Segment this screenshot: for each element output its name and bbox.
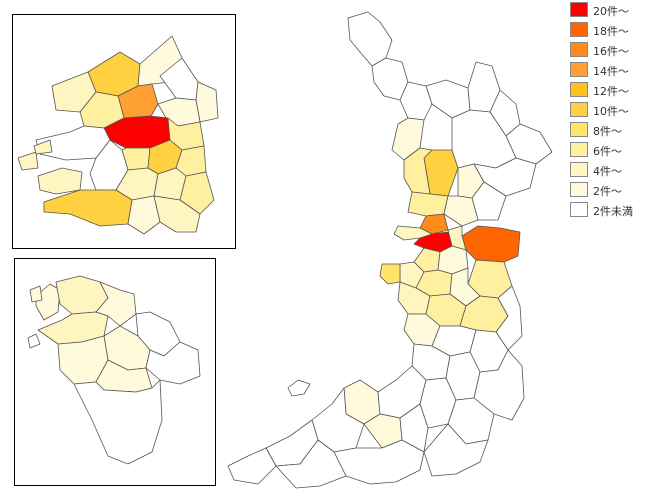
region-south-19[interactable] [227,447,277,485]
legend-item: 16件～ [568,40,668,60]
legend-swatch [570,162,588,177]
inset1-ward-21[interactable] [153,195,201,233]
legend-label: 4件～ [593,165,622,178]
legend-label: 16件～ [593,45,629,58]
region-north-16[interactable] [443,195,479,227]
legend-swatch [570,22,588,37]
region-east-1[interactable] [447,225,467,251]
legend-label: 14件～ [593,65,629,78]
region-center-orange[interactable] [419,213,449,235]
main-map [227,11,553,489]
legend-swatch [570,182,588,197]
inset2-piece-2[interactable] [27,333,41,349]
inset2-ward-8[interactable] [145,341,201,385]
legend-item: 2件未満 [568,200,668,220]
legend-item: 14件～ [568,60,668,80]
legend-label: 10件～ [593,105,629,118]
legend-item: 8件～ [568,120,668,140]
legend-swatch [570,202,588,217]
legend-label: 12件～ [593,85,629,98]
inset2-ward-1[interactable] [35,283,61,321]
inset1-ward-22[interactable] [17,151,39,171]
inset1-ward-15[interactable] [37,167,83,195]
legend-label: 18件～ [593,25,629,38]
region-south-16[interactable] [399,403,429,453]
legend-label: 20件～ [593,5,629,18]
legend-swatch [570,2,588,17]
legend-label: 2件～ [593,185,622,198]
inset2-ward-10[interactable] [73,379,163,465]
legend-label: 6件～ [593,145,622,158]
legend-swatch [570,142,588,157]
legend-swatch [570,82,588,97]
legend-item: 6件～ [568,140,668,160]
legend-swatch [570,102,588,117]
legend-item: 20件～ [568,0,668,20]
inset-coastal-map [27,275,201,465]
region-south-20[interactable] [333,439,425,485]
region-island[interactable] [287,379,311,397]
inset2-piece-1[interactable] [29,285,43,303]
legend: 20件～ 18件～ 16件～ 14件～ 12件～ 10件～ 8件～ 6件～ 4件… [568,0,668,220]
inset1-ward-23[interactable] [33,139,53,155]
region-south-22[interactable] [275,439,347,489]
region-west-coast[interactable] [379,263,401,285]
legend-swatch [570,42,588,57]
inset1-ward-20[interactable] [127,195,161,235]
inset1-ward-19[interactable] [43,189,133,227]
region-north-4[interactable] [425,79,471,119]
legend-label: 8件～ [593,125,622,138]
region-north-14[interactable] [471,181,507,221]
region-south-21[interactable] [423,423,489,477]
legend-label: 2件未満 [593,205,633,218]
inset1-ward-18[interactable] [179,171,215,215]
legend-swatch [570,62,588,77]
region-north-10[interactable] [403,147,433,195]
region-north-15[interactable] [407,191,449,217]
legend-item: 2件～ [568,180,668,200]
inset-city-map [17,35,219,235]
legend-item: 18件～ [568,20,668,40]
region-south-4[interactable] [495,285,523,351]
region-center-left[interactable] [393,225,433,241]
legend-swatch [570,122,588,137]
legend-item: 10件～ [568,100,668,120]
legend-item: 4件～ [568,160,668,180]
region-east-big[interactable] [461,225,521,263]
legend-item: 12件～ [568,80,668,100]
